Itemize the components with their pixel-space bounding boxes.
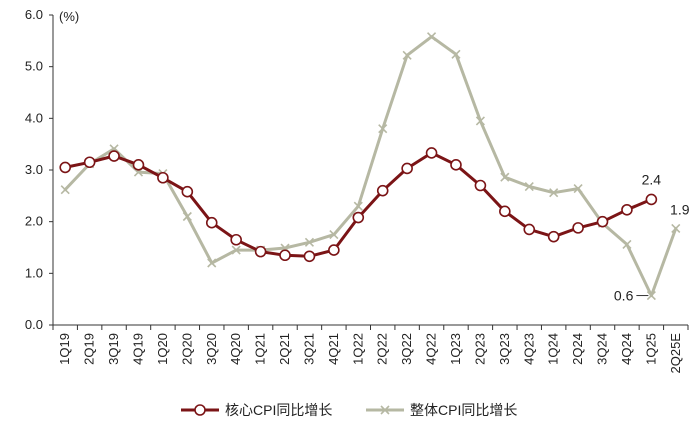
headline-cpi-point [451, 49, 461, 59]
x-tick-label: 3Q21 [301, 333, 316, 365]
x-tick-label: 4Q20 [228, 333, 243, 365]
headline-cpi-point [329, 230, 339, 240]
core-cpi-point [596, 215, 609, 228]
core-cpi-point [303, 250, 316, 263]
core-cpi-point [645, 193, 658, 206]
x-tick-label: 2Q19 [82, 333, 97, 365]
headline-cpi-point [182, 211, 192, 222]
headline-cpi-point [353, 201, 363, 211]
x-tick-label: 3Q24 [595, 333, 610, 365]
data-label: 0.6 [614, 288, 634, 304]
x-tick-label: 1Q19 [57, 333, 72, 365]
y-tick-label: 5.0 [25, 59, 43, 74]
legend-label: 整体CPI同比增长 [410, 402, 517, 418]
x-tick-label: 4Q19 [130, 333, 145, 365]
x-tick-label: 3Q23 [497, 333, 512, 365]
x-tick-label: 3Q19 [106, 333, 121, 365]
series-line-1 [63, 35, 678, 298]
headline-cpi-point [573, 184, 583, 194]
core-cpi-point [425, 147, 438, 159]
core-cpi-point [450, 159, 462, 171]
y-tick-label: 2.0 [25, 214, 43, 229]
headline-cpi-point [524, 181, 534, 192]
core-cpi-point [572, 222, 584, 234]
x-tick-labels: 1Q19 2Q19 3Q19 4Q19 1Q20 2Q20 3Q20 4Q20 1Q21 2Q21… [57, 333, 683, 374]
core-cpi-point [352, 211, 365, 224]
headline-cpi-point [646, 290, 656, 301]
x-tick-label: 2Q22 [375, 333, 390, 365]
core-cpi-point [401, 162, 413, 175]
x-tick-label: 1Q21 [253, 333, 268, 365]
y-tick-labels: 0.0 1.0 2.0 3.0 4.0 5.0 6.0 [25, 7, 43, 332]
core-cpi-point [230, 233, 242, 246]
core-cpi-point [205, 216, 218, 229]
y-tick-label: 4.0 [25, 110, 43, 125]
x-tick-label: 2Q25E [668, 333, 683, 374]
core-cpi-point [132, 159, 145, 171]
headline-cpi-point [378, 124, 388, 134]
y-tick-label: 3.0 [25, 162, 43, 177]
core-cpi-point [547, 230, 560, 243]
x-tick-label: 1Q25 [643, 333, 658, 365]
x-tick-label: 1Q20 [155, 333, 170, 365]
core-cpi-point [328, 244, 340, 256]
legend-item-1: 整体CPI同比增长 [366, 402, 517, 418]
headline-cpi-point [622, 239, 632, 249]
core-cpi-point [108, 150, 120, 162]
headline-cpi-point [402, 50, 412, 60]
core-cpi-point [157, 171, 169, 184]
series-markers [59, 32, 681, 301]
legend-label: 核心CPI同比增长 [225, 402, 332, 418]
y-axis-unit-label: (%) [59, 9, 79, 24]
x-tick-label: 1Q24 [546, 333, 561, 365]
y-tick-label: 6.0 [25, 7, 43, 22]
x-tick-label: 4Q21 [326, 333, 341, 365]
y-tick-label: 0.0 [25, 317, 43, 332]
legend-marker [380, 405, 390, 415]
headline-cpi-point [60, 185, 70, 195]
data-label: 2.4 [642, 171, 662, 187]
headline-cpi-point [207, 258, 217, 268]
x-tick-label: 1Q23 [448, 333, 463, 365]
core-cpi-point [181, 185, 194, 198]
headline-cpi-point [231, 245, 241, 255]
core-cpi-point [621, 203, 633, 216]
x-tick-label: 4Q22 [424, 333, 439, 365]
core-cpi-point [474, 179, 487, 192]
headline-cpi-point [426, 32, 437, 42]
x-tick-label: 4Q24 [619, 333, 634, 365]
legend-marker [194, 404, 206, 416]
series-lines [63, 35, 678, 298]
y-tick-label: 1.0 [25, 265, 43, 280]
x-tick-label: 1Q22 [350, 333, 365, 365]
legend: 核心CPI同比增长 整体CPI同比增长 [181, 402, 517, 418]
headline-cpi-point [671, 223, 681, 233]
x-tick-label: 3Q20 [204, 333, 219, 365]
headline-cpi-point [475, 116, 485, 126]
core-cpi-point [59, 161, 72, 174]
data-label: 1.9 [670, 201, 690, 217]
data-annotations: 2.4 1.9 0.6 [614, 171, 690, 303]
legend-item-0: 核心CPI同比增长 [181, 402, 332, 418]
core-cpi-point [254, 245, 267, 258]
core-cpi-point [499, 205, 511, 218]
core-cpi-point [279, 249, 291, 262]
headline-cpi-point [549, 188, 559, 198]
core-cpi-point [523, 223, 536, 236]
core-cpi-point [376, 184, 389, 197]
x-tick-label: 2Q20 [179, 333, 194, 365]
x-tick-label: 2Q21 [277, 333, 292, 365]
headline-cpi-point [304, 237, 315, 247]
x-tick-label: 3Q22 [399, 333, 414, 365]
core-cpi-point [83, 156, 96, 169]
x-tick-label: 2Q24 [570, 333, 585, 365]
headline-cpi-point [500, 172, 510, 182]
x-tick-label: 2Q23 [472, 333, 487, 365]
axes [49, 14, 689, 330]
x-tick-label: 4Q23 [521, 333, 536, 365]
